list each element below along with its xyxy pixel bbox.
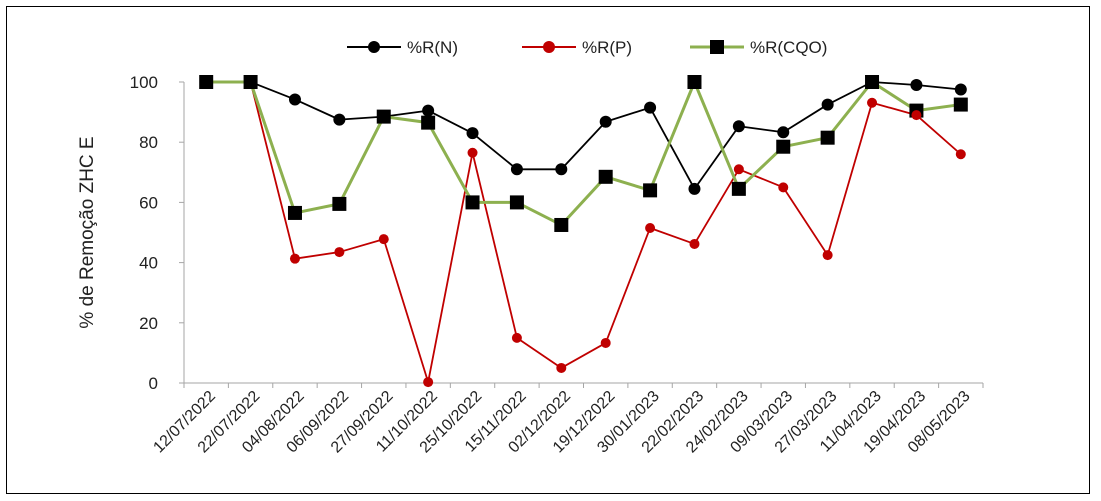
- series-point-0: [821, 98, 834, 111]
- series-point-2: [332, 196, 347, 211]
- legend-label: %R(N): [407, 38, 458, 57]
- series-point-0: [466, 127, 479, 140]
- series-point-0: [200, 76, 213, 88]
- series-point-1: [600, 337, 611, 348]
- series-point-1: [778, 182, 789, 193]
- series-markers: [199, 75, 968, 388]
- series-point-0: [244, 76, 257, 88]
- y-tick-label: 20: [139, 314, 158, 333]
- x-axis: 12/07/202222/07/202204/08/202206/09/2022…: [150, 382, 984, 456]
- series-point-1: [511, 332, 522, 343]
- series-point-1: [467, 147, 478, 158]
- series-point-2: [820, 130, 835, 145]
- y-tick-label: 80: [139, 133, 158, 152]
- line-chart: %R(N) %R(P) %R(CQO) 0 20 40 60 80 100 12/07/202…: [77, 38, 984, 456]
- series-point-1: [733, 164, 744, 175]
- legend: %R(N) %R(P) %R(CQO): [347, 38, 827, 57]
- y-tick-label: 100: [130, 73, 158, 92]
- series-point-2: [598, 169, 613, 184]
- series-line-0: [206, 81, 961, 190]
- series-point-2: [287, 205, 302, 220]
- legend-item-0: %R(N): [347, 38, 458, 57]
- y-axis-title: % de Remoção ZHC E: [77, 136, 98, 328]
- series-point-1: [955, 149, 966, 160]
- legend-marker: [710, 40, 724, 54]
- series-point-0: [377, 110, 390, 123]
- series-point-0: [954, 83, 967, 96]
- y-tick-label: 60: [139, 193, 158, 212]
- series-line-2: [206, 80, 962, 227]
- series-point-0: [422, 104, 435, 117]
- legend-item-1: %R(P): [522, 38, 632, 57]
- series-point-0: [510, 163, 523, 176]
- series-point-1: [289, 253, 300, 264]
- series-point-0: [644, 101, 657, 114]
- series-point-0: [599, 115, 612, 128]
- series-point-1: [378, 234, 389, 245]
- series-point-2: [421, 115, 436, 130]
- legend-marker: [368, 41, 380, 53]
- series-lines: [206, 80, 962, 383]
- series-line-1: [206, 81, 962, 383]
- series-point-1: [423, 377, 434, 388]
- series-point-1: [556, 362, 567, 373]
- series-point-1: [334, 247, 345, 258]
- legend-label: %R(CQO): [750, 38, 827, 57]
- y-axis: 0 20 40 60 80 100: [130, 73, 185, 393]
- series-point-2: [687, 75, 702, 89]
- series-point-1: [645, 222, 656, 233]
- series-point-0: [333, 113, 346, 126]
- series-point-0: [288, 93, 301, 106]
- series-point-2: [465, 195, 480, 210]
- series-point-1: [867, 97, 878, 108]
- legend-marker: [543, 41, 555, 53]
- chart-frame: %R(N) %R(P) %R(CQO) 0 20 40 60 80 100 12/07/202…: [6, 6, 1090, 494]
- series-point-2: [731, 181, 746, 196]
- legend-label: %R(P): [582, 38, 632, 57]
- series-point-2: [776, 139, 791, 154]
- series-point-0: [688, 182, 701, 195]
- y-tick-label: 40: [139, 254, 158, 273]
- series-point-0: [910, 79, 923, 92]
- series-point-2: [953, 97, 968, 112]
- series-point-2: [509, 195, 524, 210]
- y-tick-label: 0: [149, 374, 158, 393]
- series-point-2: [554, 217, 569, 232]
- series-point-0: [555, 163, 568, 176]
- series-point-1: [822, 250, 833, 261]
- series-point-0: [732, 120, 745, 133]
- legend-item-2: %R(CQO): [690, 38, 827, 57]
- series-point-1: [689, 238, 700, 249]
- series-point-1: [911, 110, 922, 121]
- series-point-2: [643, 183, 658, 198]
- series-point-0: [866, 76, 879, 88]
- series-point-0: [777, 126, 790, 139]
